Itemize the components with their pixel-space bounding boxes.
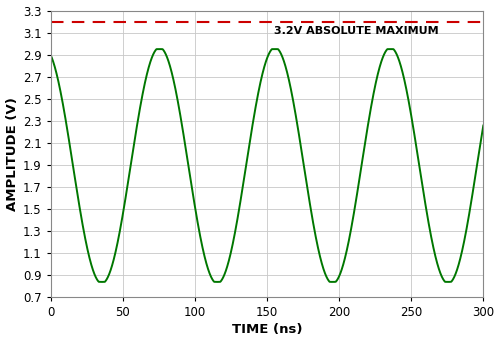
Y-axis label: AMPLITUDE (V): AMPLITUDE (V)	[6, 97, 18, 211]
Text: 3.2V ABSOLUTE MAXIMUM: 3.2V ABSOLUTE MAXIMUM	[274, 26, 439, 36]
X-axis label: TIME (ns): TIME (ns)	[232, 324, 302, 337]
